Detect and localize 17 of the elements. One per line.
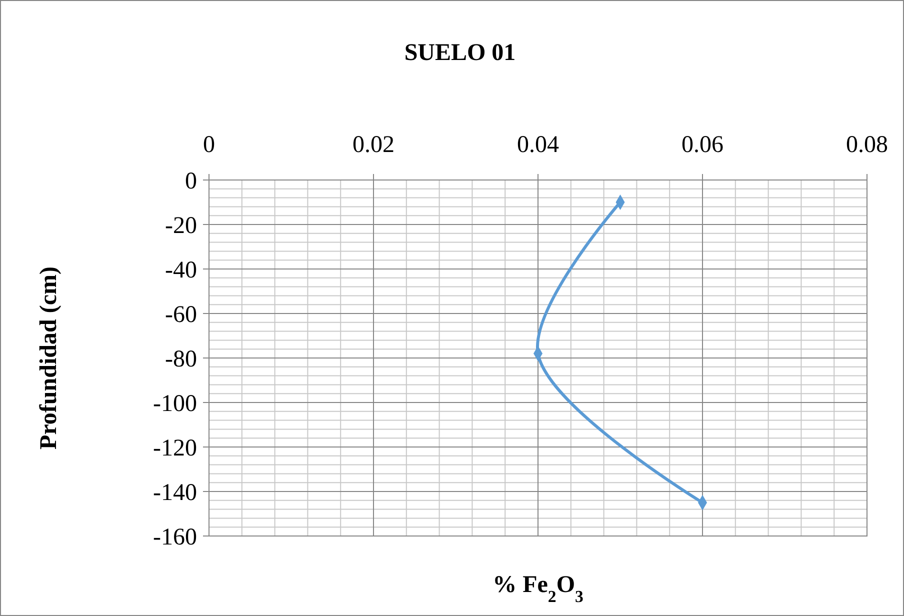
y-tick-label: -80 (165, 346, 197, 372)
x-tick-label: 0.06 (682, 132, 724, 158)
chart-title: SUELO 01 (404, 40, 516, 66)
y-tick-label: -140 (153, 480, 197, 506)
x-tick-label: 0.04 (517, 132, 559, 158)
x-axis-title: % Fe$_{2}$O$_{3}$ (492, 572, 584, 606)
y-tick-label: -60 (165, 302, 197, 328)
y-tick-label: -40 (165, 257, 197, 284)
y-tick-label: -100 (153, 390, 197, 417)
x-tick-label: 0 (203, 132, 215, 158)
y-tick-label: -120 (153, 435, 197, 462)
x-tick-label: 0.02 (352, 132, 394, 158)
x-tick-label: 0.08 (846, 132, 888, 158)
y-tick-label: 0 (185, 168, 197, 194)
y-axis-title: Profundidad (cm) (36, 266, 62, 450)
y-tick-label: -20 (165, 212, 197, 239)
y-tick-label: -160 (153, 524, 197, 550)
